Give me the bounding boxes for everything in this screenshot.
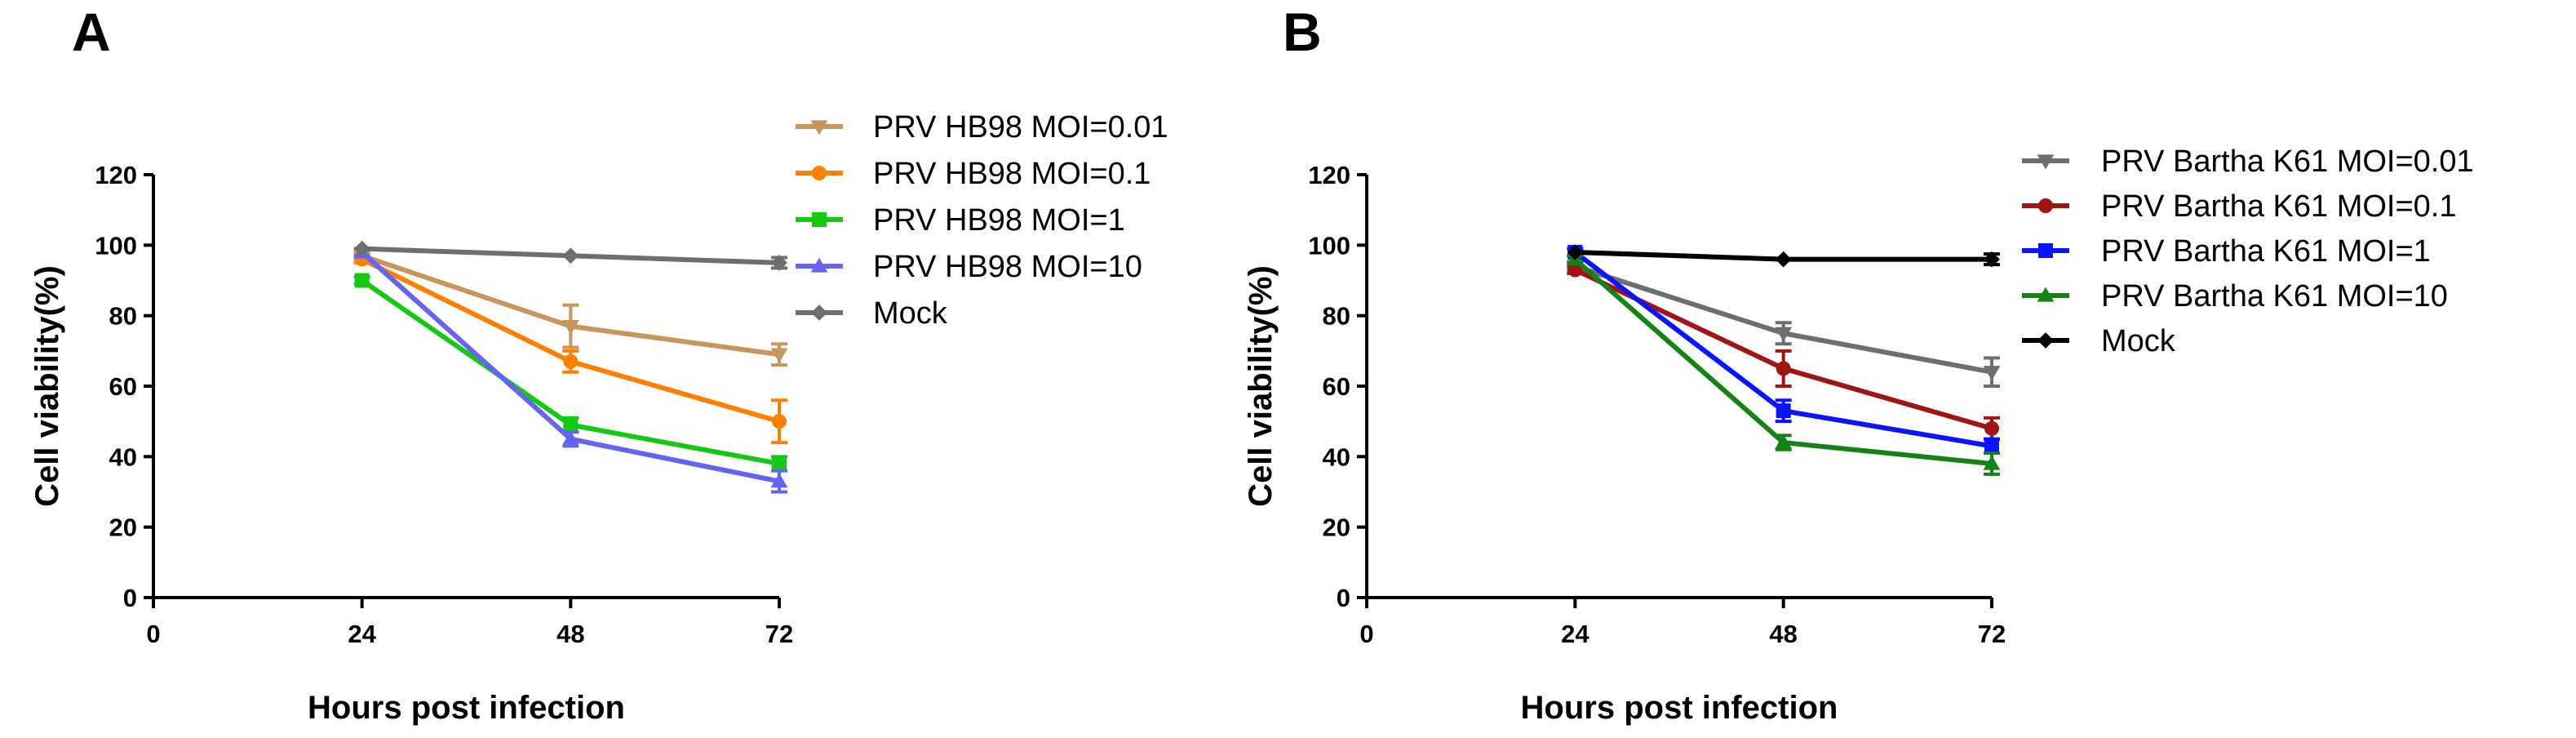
y-tick-label: 120 (1308, 161, 1350, 189)
x-tick-label: 72 (1978, 620, 2006, 648)
data-point (1984, 251, 2000, 268)
data-point (771, 255, 787, 271)
legend-swatch-marker (810, 257, 828, 273)
series-0 (353, 249, 788, 367)
y-tick-label: 20 (1323, 513, 1350, 542)
x-axis-title: Hours post infection (308, 690, 625, 726)
legend-swatch-marker (2037, 332, 2054, 349)
y-axis-title: Cell viability(%) (29, 265, 65, 507)
x-tick-label: 72 (765, 620, 793, 648)
legend-label: Mock (2101, 324, 2176, 358)
x-tick-label: 24 (348, 620, 376, 648)
data-point (1567, 244, 1584, 260)
legend-swatch-marker (2038, 198, 2053, 213)
legend-swatch-marker (811, 305, 827, 321)
x-tick-label: 0 (146, 620, 160, 648)
legend-swatch-marker (2037, 154, 2055, 170)
legend-swatch-marker (810, 120, 828, 136)
legend: PRV Bartha K61 MOI=0.01 PRV Bartha K61 MO… (2022, 144, 2474, 358)
y-tick-label: 80 (109, 302, 137, 331)
y-tick-label: 100 (1308, 231, 1350, 260)
data-point (354, 273, 370, 288)
data-point (1775, 251, 1792, 268)
data-point (770, 348, 788, 363)
data-point (1775, 327, 1793, 342)
y-tick-label: 0 (123, 584, 137, 612)
series-2 (1567, 244, 2000, 456)
data-point (1775, 433, 1793, 449)
y-tick-label: 20 (109, 513, 137, 542)
y-tick-label: 40 (1323, 442, 1350, 471)
data-point (561, 430, 579, 446)
x-tick-label: 48 (556, 620, 584, 648)
data-point (1776, 403, 1791, 419)
y-tick-label: 120 (95, 161, 137, 189)
data-point (772, 414, 787, 429)
y-tick-label: 60 (109, 372, 137, 401)
y-tick-label: 60 (1323, 372, 1350, 401)
panel-label: A (72, 2, 111, 62)
series-2 (353, 273, 787, 473)
data-point (562, 247, 579, 265)
y-tick-label: 100 (95, 231, 137, 260)
legend-swatch-marker (812, 166, 827, 180)
data-point (772, 456, 787, 471)
legend: PRV HB98 MOI=0.01 PRV HB98 MOI=0.1 PRV HB9… (796, 110, 1168, 331)
x-tick-label: 24 (1561, 620, 1589, 648)
panel-a: A 0 20 40 60 80 100 120 0 24 48 72 Hours post infect… (29, 2, 1168, 726)
y-tick-label: 40 (109, 442, 137, 471)
data-point (563, 353, 579, 369)
x-tick-label: 48 (1769, 620, 1797, 648)
data-point (1776, 361, 1791, 376)
legend-label: PRV Bartha K61 MOI=0.01 (2101, 144, 2474, 179)
y-axis-title: Cell viability(%) (1243, 265, 1279, 507)
legend-label: PRV HB98 MOI=1 (873, 203, 1125, 238)
legend-label: PRV Bartha K61 MOI=10 (2101, 279, 2448, 313)
legend-label: PRV Bartha K61 MOI=0.1 (2101, 189, 2456, 224)
legend-label: PRV HB98 MOI=10 (873, 250, 1142, 284)
legend-label: PRV HB98 MOI=0.1 (873, 157, 1151, 191)
legend-label: Mock (873, 296, 948, 331)
legend-swatch-marker (812, 212, 827, 227)
data-point (1984, 438, 1999, 454)
x-axis-title: Hours post infection (1521, 690, 1838, 726)
legend-swatch-marker (2038, 243, 2053, 258)
y-tick-label: 0 (1337, 584, 1350, 612)
data-point (561, 319, 579, 335)
data-point (1983, 366, 2001, 381)
data-point (1983, 455, 2001, 470)
data-point (1984, 420, 1999, 436)
data-point (563, 417, 579, 433)
panel-label: B (1283, 2, 1322, 62)
x-tick-label: 0 (1359, 620, 1373, 648)
legend-swatch-marker (2037, 287, 2055, 302)
legend-label: PRV Bartha K61 MOI=1 (2101, 234, 2431, 269)
data-point (770, 473, 788, 488)
series-4 (1567, 244, 2000, 268)
data-point (353, 240, 370, 257)
legend-label: PRV HB98 MOI=0.01 (873, 110, 1168, 144)
data-point (1567, 262, 1583, 278)
series-4 (353, 240, 787, 271)
panel-b: B 0 20 40 60 80 100 120 0 24 48 72 Hours post infect… (1243, 2, 2474, 726)
y-tick-label: 80 (1323, 302, 1350, 331)
